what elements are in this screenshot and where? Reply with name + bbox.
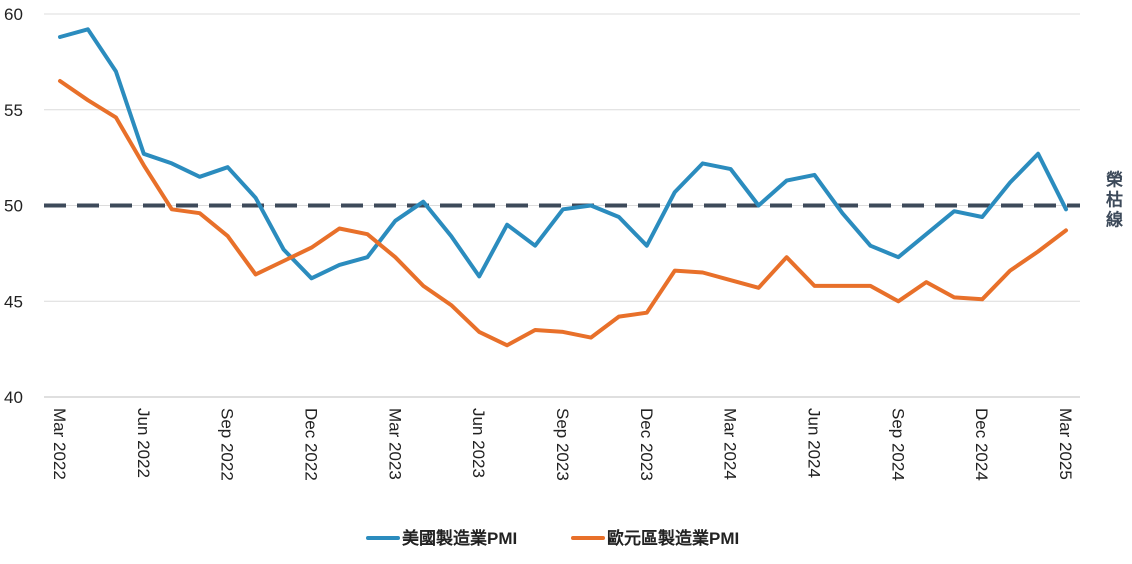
y-tick-label: 60 — [4, 5, 23, 24]
x-tick-label: Jun 2022 — [134, 408, 153, 478]
x-tick-label: Sep 2022 — [218, 408, 237, 481]
gridlines — [44, 13, 1080, 398]
y-axis: 40 45 50 55 60 — [4, 5, 23, 407]
x-tick-label: Sep 2023 — [553, 408, 572, 481]
series-line-2 — [58, 79, 1068, 348]
x-tick-label: Mar 2024 — [721, 408, 740, 480]
y-tick-label: 50 — [4, 197, 23, 216]
series-line-1 — [58, 27, 1068, 281]
reference-line-label: 榮枯線 — [1106, 170, 1123, 230]
x-tick-label: Dec 2022 — [302, 408, 321, 481]
y-tick-label: 55 — [4, 101, 23, 120]
x-tick-label: Dec 2023 — [637, 408, 656, 481]
y-tick-label: 45 — [4, 292, 23, 311]
x-tick-label: Mar 2023 — [385, 408, 404, 480]
legend: 美國製造業PMI 歐元區製造業PMI — [366, 528, 739, 548]
x-axis: Mar 2022 Jun 2022 Sep 2022 Dec 2022 Mar 2023… — [44, 396, 1080, 481]
series-lines — [58, 27, 1068, 348]
legend-label-1: 美國製造業PMI — [402, 528, 517, 548]
breakeven-reference-line: 榮枯線 — [44, 170, 1123, 230]
x-tick-label: Jun 2023 — [469, 408, 488, 478]
x-tick-label: Jun 2024 — [805, 408, 824, 478]
x-tick-label: Mar 2025 — [1056, 408, 1075, 480]
x-tick-label: Sep 2024 — [888, 408, 907, 481]
y-tick-label: 40 — [4, 388, 23, 407]
x-tick-label: Mar 2022 — [50, 408, 69, 480]
x-tick-label: Dec 2024 — [972, 408, 991, 481]
legend-label-2: 歐元區製造業PMI — [607, 528, 739, 548]
